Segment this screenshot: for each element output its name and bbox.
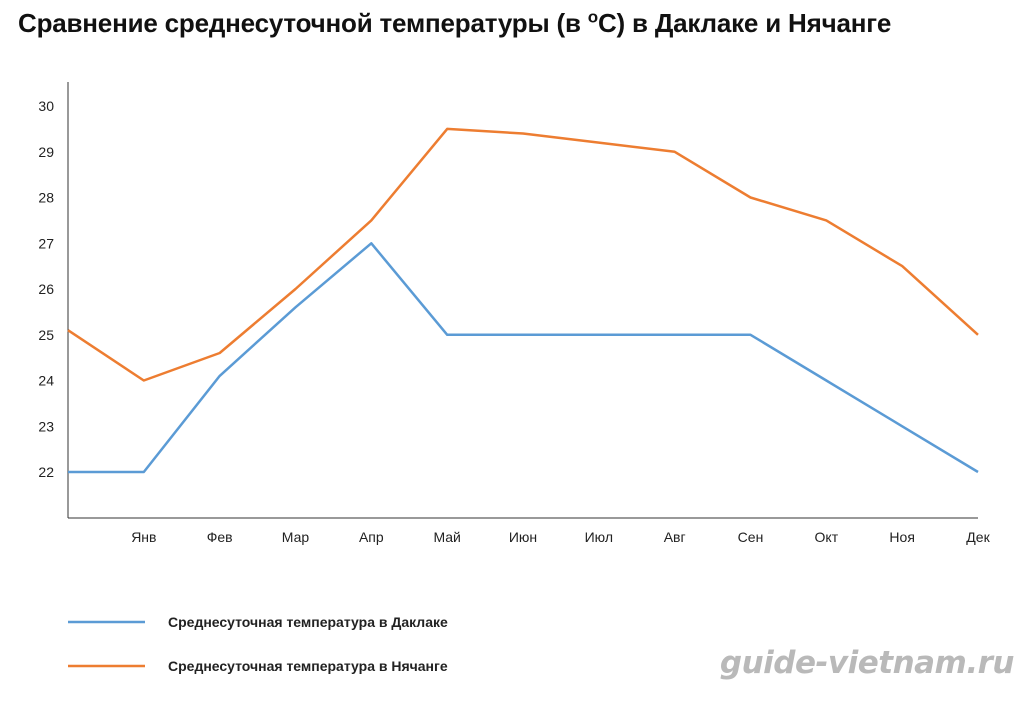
x-tick-label: Фев	[207, 529, 233, 545]
x-tick-label: Авг	[664, 529, 686, 545]
y-tick-label: 30	[38, 98, 54, 114]
series-lines	[67, 127, 979, 474]
series-line-1	[67, 127, 979, 382]
y-tick-label: 29	[38, 144, 54, 160]
x-tick-label: Май	[433, 529, 460, 545]
x-tick-label: Дек	[966, 529, 990, 545]
legend: Среднесуточная температура в Даклаке Сред…	[68, 614, 448, 674]
x-tick-label: Июн	[509, 529, 537, 545]
chart-title-degree: о	[587, 7, 598, 27]
x-tick-label: Янв	[131, 529, 156, 545]
y-tick-label: 22	[38, 464, 54, 480]
x-tick-label: Окт	[815, 529, 839, 545]
x-tick-label: Сен	[738, 529, 764, 545]
watermark: guide-vietnam.ru	[719, 645, 1015, 681]
series-line-0	[68, 242, 979, 474]
y-tick-label: 24	[38, 373, 54, 389]
x-axis-ticks: Янв Фев Мар Апр Май Июн Июл Авг Сен Окт Ноя Дек	[131, 529, 990, 545]
legend-label-1: Среднесуточная температура в Нячанге	[168, 658, 448, 674]
y-tick-label: 26	[38, 281, 54, 297]
x-tick-label: Мар	[282, 529, 310, 545]
chart-title-main: Сравнение среднесуточной температуры (в	[18, 8, 588, 38]
x-tick-label: Апр	[359, 529, 384, 545]
y-tick-label: 28	[38, 190, 54, 206]
legend-label-0: Среднесуточная температура в Даклаке	[168, 614, 448, 630]
y-axis-ticks: 22 23 24 25 26 27 28 29 30	[38, 98, 54, 480]
x-tick-label: Ноя	[889, 529, 914, 545]
chart-title-rest: С) в Даклаке и Нячанге	[597, 8, 892, 38]
y-tick-label: 27	[38, 235, 54, 251]
y-tick-label: 23	[38, 418, 54, 434]
chart-title: Сравнение среднесуточной температуры (в …	[18, 8, 891, 39]
y-tick-label: 25	[38, 327, 54, 343]
chart-axes	[67, 82, 978, 519]
x-tick-label: Июл	[585, 529, 613, 545]
